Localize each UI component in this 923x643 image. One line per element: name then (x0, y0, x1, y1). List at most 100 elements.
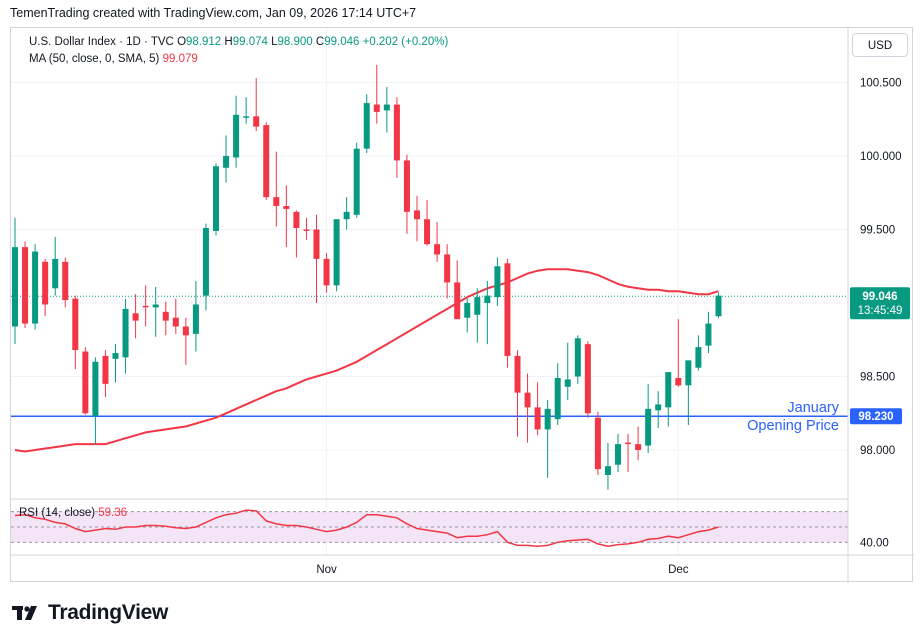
chart-credit: TemenTrading created with TradingView.co… (10, 6, 417, 20)
legend-ma: MA (50, close, 0, SMA, 5) 99.079 (29, 53, 198, 65)
price-labels: 99.046 13:45:49 98.230 (850, 287, 910, 425)
candle-body (112, 352, 119, 359)
candle-body (132, 313, 139, 321)
candle-body (32, 251, 39, 324)
candle-body (243, 116, 250, 118)
legend-symbol[interactable]: U.S. Dollar Index · 1D · TVC (29, 36, 174, 48)
candle-body (655, 404, 662, 411)
legend-l-value: 98.900 (277, 36, 313, 48)
candle-body (353, 148, 360, 215)
candle-body (343, 211, 350, 220)
legend-ma-value: 99.079 (162, 53, 198, 65)
candle-body (594, 417, 601, 470)
time-tick-label: Nov (316, 564, 337, 576)
tradingview-logo-icon (12, 606, 37, 620)
candle-body (554, 377, 561, 420)
candle-body (162, 311, 169, 321)
candle-body (524, 392, 531, 408)
candle-body (564, 379, 571, 387)
last-price-label: 99.046 (862, 291, 897, 303)
january-open-price-badge (850, 408, 902, 425)
tradingview-logo-text: TradingView (48, 601, 169, 624)
candle-body (313, 229, 320, 259)
candle-body (42, 261, 49, 305)
candle-body (303, 229, 310, 231)
tradingview-logo[interactable]: TradingView (12, 601, 168, 625)
candle-body (273, 197, 280, 206)
candle-body (22, 247, 29, 324)
price-tick-label: 98.500 (860, 372, 895, 384)
candle-body (52, 258, 59, 289)
candle-body (574, 338, 581, 377)
ma-line-group (14, 268, 719, 453)
rsi-line-group (14, 509, 719, 547)
candle-body (414, 210, 420, 220)
chart-container[interactable]: 40.00 January Opening Price 100.500 100.00… (10, 27, 914, 583)
candle-body (514, 355, 521, 393)
price-tick-label: 98.000 (860, 445, 895, 457)
legend-c-label: C (315, 36, 325, 48)
candle-body (293, 211, 300, 229)
candle-body (263, 125, 270, 198)
candle-body (675, 377, 682, 386)
candle-body (534, 407, 541, 430)
candle-body (604, 466, 611, 475)
candle-body (625, 442, 632, 445)
candle-body (72, 298, 79, 351)
candle-body (172, 317, 179, 327)
price-tick-label: 100.500 (860, 78, 902, 90)
candle-body (665, 372, 672, 408)
legend-h-value: 99.074 (232, 36, 268, 48)
candle-body (373, 104, 380, 112)
chart-svg[interactable]: 40.00 January Opening Price 100.500 100.00… (11, 28, 914, 583)
candle-body (393, 104, 400, 161)
last-price-badge (850, 287, 910, 320)
candles[interactable] (12, 64, 722, 490)
candle-body (122, 308, 129, 358)
candle-body (504, 263, 511, 356)
grid (11, 28, 848, 555)
january-open-label-line1: January (787, 400, 839, 416)
candle-body (403, 160, 410, 212)
january-open-line-group[interactable]: January Opening Price (11, 400, 848, 434)
candle-body (464, 303, 471, 318)
legend-o-value: 98.912 (186, 36, 222, 48)
legend-change: +0.202 (+0.20%) (362, 36, 449, 48)
january-open-price-label: 98.230 (858, 411, 893, 423)
candle-body (645, 408, 652, 446)
price-tick-label: 99.500 (860, 225, 895, 237)
candle-body (444, 254, 451, 283)
countdown-label: 13:45:49 (858, 305, 903, 317)
candle-body (424, 219, 431, 245)
candle-body (434, 244, 441, 255)
time-axis[interactable]: NovDec2026 (316, 564, 914, 576)
currency-button[interactable]: USD (852, 33, 908, 57)
candle-body (192, 304, 199, 334)
candle-body (615, 444, 621, 465)
candle-body (454, 282, 461, 320)
candle-body (253, 116, 260, 127)
candle-body (383, 104, 390, 111)
candle-body (233, 114, 240, 158)
rsi-legend: RSI (14, close) 59.36 (19, 507, 127, 519)
ma-line (14, 268, 719, 453)
legend-h-label: H (224, 36, 233, 48)
price-axis[interactable]: 100.500 100.000 99.500 98.500 98.000 (11, 28, 914, 583)
candle-body (102, 355, 109, 384)
legend-ohlc: U.S. Dollar Index · 1D · TVC O98.912 H99… (29, 36, 448, 48)
rsi-legend-label[interactable]: RSI (14, close) (19, 507, 96, 519)
legend-ma-label[interactable]: MA (50, close, 0, SMA, 5) (29, 53, 160, 65)
candle-body (202, 228, 209, 296)
candle-body (695, 347, 702, 368)
candle-body (283, 205, 290, 209)
candle-body (152, 304, 159, 308)
candle-body (323, 258, 330, 286)
candle-body (12, 247, 18, 327)
rsi-background: 40.00 (11, 511, 889, 549)
candle-body (92, 361, 99, 417)
rsi-legend-value: 59.36 (98, 507, 128, 519)
candle-body (705, 323, 712, 346)
candle-body (635, 444, 642, 450)
legend-o-label: O (177, 36, 187, 48)
january-open-label-line2: Opening Price (747, 418, 839, 434)
